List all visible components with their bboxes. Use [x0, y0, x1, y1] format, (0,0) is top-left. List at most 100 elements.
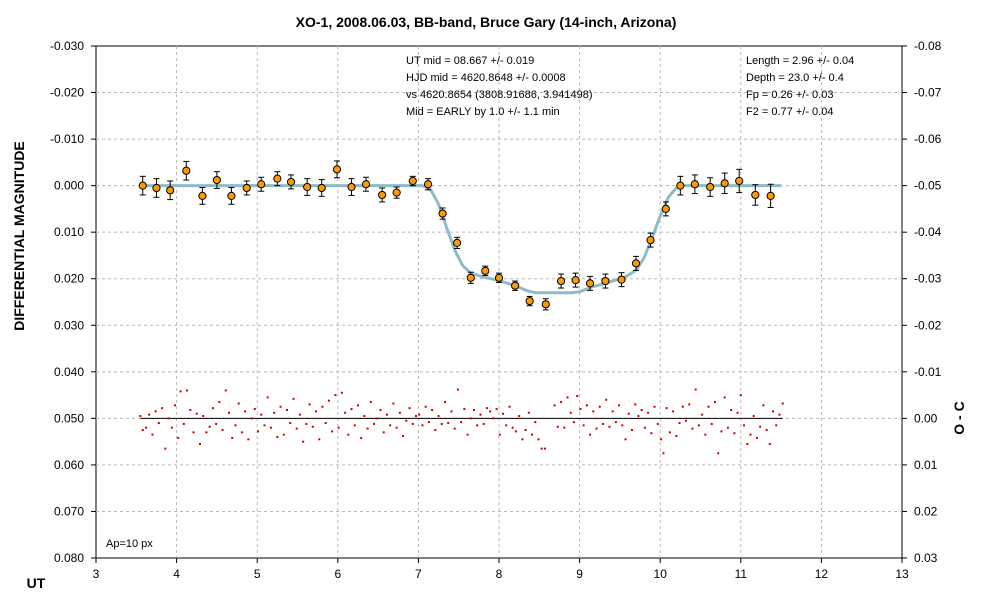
residual-point — [743, 424, 746, 427]
residual-point — [340, 391, 343, 394]
data-point — [690, 174, 699, 195]
y2-tick-label: 0.00 — [914, 411, 938, 425]
residual-point — [240, 431, 243, 434]
residual-point — [681, 405, 684, 408]
data-marker — [452, 238, 462, 247]
data-marker — [690, 180, 699, 189]
residual-point — [157, 422, 160, 425]
residual-point — [781, 402, 784, 405]
residual-point — [630, 429, 633, 431]
residual-point — [224, 389, 227, 392]
residual-point — [463, 408, 466, 411]
residual-point — [765, 429, 768, 431]
residual-point — [427, 421, 430, 424]
residual-point — [260, 413, 263, 416]
residual-point — [218, 401, 221, 404]
residual-point — [244, 410, 247, 413]
data-marker — [720, 179, 729, 188]
residual-point — [694, 388, 697, 391]
residual-point — [511, 426, 514, 429]
data-marker — [766, 191, 775, 200]
residual-point — [437, 415, 440, 418]
annotation-ephemeris: vs 4620.8654 (3808.91686, 3.941498) — [406, 89, 593, 101]
residual-point — [576, 395, 579, 398]
residual-point — [476, 424, 479, 427]
residual-point — [736, 411, 739, 414]
residual-point — [170, 426, 173, 429]
chart-title: XO-1, 2008.06.03, BB-band, Bruce Gary (1… — [296, 14, 677, 30]
residual-point — [508, 405, 511, 408]
residual-point — [489, 410, 492, 413]
residual-point — [373, 422, 376, 425]
residual-point — [733, 432, 736, 435]
data-marker — [227, 191, 236, 200]
y2-tick-label: -0.02 — [914, 318, 942, 332]
y-axis-title: DIFFERENTIAL MAGNITUDE — [11, 141, 27, 331]
data-point — [481, 265, 490, 276]
data-point — [494, 272, 504, 283]
residual-point — [595, 427, 598, 430]
residual-point — [424, 405, 427, 408]
data-point — [585, 275, 595, 291]
residual-point — [331, 430, 334, 433]
residual-point — [505, 424, 508, 427]
model-curve — [140, 184, 782, 295]
data-point — [347, 178, 356, 196]
residual-point — [447, 422, 450, 425]
data-point — [361, 176, 371, 192]
residual-point — [186, 389, 189, 392]
data-point — [408, 175, 417, 187]
data-marker — [273, 174, 282, 183]
y2-tick-label: -0.04 — [914, 225, 942, 239]
residual-point — [601, 422, 604, 425]
residual-point — [392, 402, 395, 405]
residual-point — [189, 408, 192, 411]
y2-tick-label: -0.03 — [914, 272, 942, 286]
annotation-ut-mid: UT mid = 08.667 +/- 0.019 — [406, 55, 534, 67]
residual-point — [624, 438, 627, 441]
x-tick-label: 3 — [93, 567, 100, 581]
residual-point — [665, 407, 668, 410]
y2-tick-label: 0.03 — [914, 551, 938, 565]
residual-point — [334, 394, 337, 397]
residual-point — [450, 410, 453, 413]
x-tick-label: 11 — [735, 567, 748, 581]
residual-point — [311, 425, 314, 428]
annotation-length: Length = 2.96 +/- 0.04 — [746, 55, 854, 67]
residual-point — [778, 413, 781, 416]
residual-point — [192, 431, 195, 434]
residual-point — [521, 438, 524, 441]
residual-point — [656, 422, 659, 425]
residual-point — [395, 426, 398, 429]
x-tick-label: 9 — [576, 567, 583, 581]
residual-point — [572, 421, 575, 424]
data-marker — [347, 182, 356, 192]
residual-point — [589, 433, 592, 436]
model-line — [140, 184, 782, 295]
residual-point — [582, 424, 585, 427]
annotation-f2: F2 = 0.77 +/- 0.04 — [746, 106, 833, 118]
residual-point — [402, 435, 405, 438]
residual-point — [315, 410, 318, 413]
x-tick-label: 6 — [334, 567, 341, 581]
residual-point — [684, 419, 687, 422]
x-tick-label: 5 — [254, 567, 261, 581]
data-marker — [631, 259, 641, 268]
plot-area — [95, 45, 903, 559]
residual-points — [139, 388, 784, 455]
y-tick-label: -0.010 — [50, 132, 84, 146]
data-marker — [511, 281, 520, 290]
residual-point — [621, 424, 624, 427]
residual-point — [739, 394, 742, 397]
residual-point — [498, 433, 501, 436]
residual-point — [276, 435, 279, 438]
data-point — [751, 184, 760, 206]
data-point — [541, 298, 550, 311]
residual-point — [569, 411, 572, 414]
data-point — [423, 178, 433, 191]
residual-point — [650, 432, 653, 435]
residual-point — [534, 421, 537, 424]
annotation-mid-offset: Mid = EARLY by 1.0 +/- 1.1 min — [406, 106, 560, 118]
residual-point — [356, 404, 359, 407]
y-tick-label: 0.080 — [54, 551, 84, 565]
